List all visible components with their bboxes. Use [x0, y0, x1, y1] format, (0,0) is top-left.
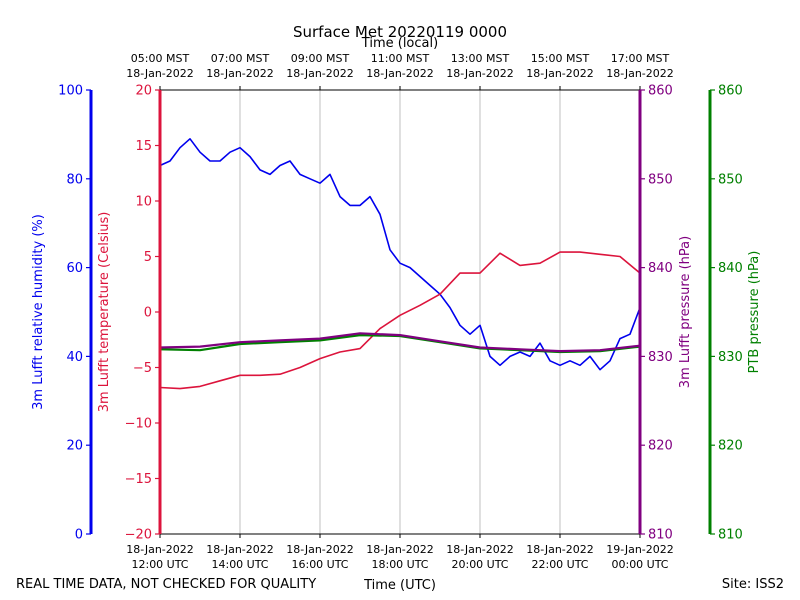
y-tick-label-pres: 810: [648, 528, 673, 543]
y-tick-label-pres: 830: [648, 350, 673, 365]
y-tick-label-pres: 850: [648, 172, 673, 187]
x-axes: 18-Jan-2022 12:00 UTC 18-Jan-2022 14:00 UTC…: [126, 52, 674, 571]
y-tick-label-ptb: 820: [718, 439, 743, 454]
y-tick-label-pres: 860: [648, 84, 673, 99]
y-tick-label-pres: 820: [648, 439, 673, 454]
y-tick-label-ptb: 850: [718, 172, 743, 187]
x-tick-date: 18-Jan-2022: [366, 543, 434, 556]
series-line-rh: [159, 138, 641, 371]
x-tick-time: 14:00 UTC: [211, 558, 268, 571]
top-x-tick-time: 15:00 MST: [531, 52, 590, 65]
grid: [239, 90, 561, 534]
y-tick-label-ptb: 830: [718, 350, 743, 365]
y-tick-label-rh: 0: [75, 528, 83, 543]
y-axis-label-temp: 3m Lufft temperature (Celsius): [97, 212, 112, 413]
top-x-tick-date: 18-Jan-2022: [286, 67, 354, 80]
x-tick-time: 18:00 UTC: [371, 558, 428, 571]
y-tick-label-temp: −15: [125, 472, 152, 487]
y-tick-label-temp: 0: [144, 306, 152, 321]
y-tick-label-ptb: 860: [718, 84, 743, 99]
y-tick-label-temp: 10: [135, 195, 152, 210]
site-label: Site: ISS2: [722, 577, 784, 592]
top-x-tick-date: 18-Jan-2022: [526, 67, 594, 80]
top-x-tick-date: 18-Jan-2022: [206, 67, 274, 80]
y-tick-label-rh: 20: [66, 439, 83, 454]
top-x-tick-time: 07:00 MST: [211, 52, 270, 65]
top-x-tick-time: 17:00 MST: [611, 52, 670, 65]
y-tick-label-rh: 100: [58, 84, 83, 99]
y-tick-label-temp: −10: [125, 417, 152, 432]
x-axis-label: Time (UTC): [363, 578, 436, 593]
x-tick-time: 12:00 UTC: [131, 558, 188, 571]
series-line-temp: [159, 251, 641, 390]
y-tick-label-pres: 840: [648, 261, 673, 276]
top-x-tick-date: 18-Jan-2022: [446, 67, 514, 80]
y-tick-label-rh: 40: [66, 350, 83, 365]
top-x-tick-date: 18-Jan-2022: [366, 67, 434, 80]
y-tick-label-temp: −5: [133, 361, 152, 376]
y-axis-label-ptb: PTB pressure (hPa): [747, 251, 762, 374]
y-axis-label-pres: 3m Lufft pressure (hPa): [678, 236, 693, 388]
x-tick-date: 18-Jan-2022: [526, 543, 594, 556]
series-layer: [159, 138, 641, 390]
y-tick-label-rh: 80: [66, 172, 83, 187]
top-x-tick-date: 18-Jan-2022: [126, 67, 194, 80]
x-tick-time: 22:00 UTC: [531, 558, 588, 571]
y-tick-label-temp: −20: [125, 528, 152, 543]
y-tick-label-temp: 15: [135, 139, 152, 154]
top-axis-label: Time (local): [361, 36, 438, 51]
x-tick-date: 18-Jan-2022: [126, 543, 194, 556]
y-tick-label-rh: 60: [66, 261, 83, 276]
top-x-tick-date: 18-Jan-2022: [606, 67, 674, 80]
chart-title: Surface Met 20220119 0000: [293, 23, 507, 41]
x-tick-date: 18-Jan-2022: [286, 543, 354, 556]
x-tick-date: 18-Jan-2022: [206, 543, 274, 556]
footer-note: REAL TIME DATA, NOT CHECKED FOR QUALITY: [16, 577, 316, 592]
y-tick-label-ptb: 810: [718, 528, 743, 543]
y-tick-label-temp: 5: [144, 250, 152, 265]
x-tick-date: 18-Jan-2022: [446, 543, 514, 556]
y-axis-label-rh: 3m Lufft relative humidity (%): [31, 214, 46, 410]
y-tick-label-temp: 20: [135, 84, 152, 99]
x-tick-date: 19-Jan-2022: [606, 543, 674, 556]
x-tick-time: 20:00 UTC: [451, 558, 508, 571]
top-x-tick-time: 11:00 MST: [371, 52, 430, 65]
x-tick-time: 16:00 UTC: [291, 558, 348, 571]
top-x-tick-time: 05:00 MST: [131, 52, 190, 65]
top-x-tick-time: 09:00 MST: [291, 52, 350, 65]
top-x-tick-time: 13:00 MST: [451, 52, 510, 65]
series-line-pres: [159, 332, 641, 353]
y-tick-label-ptb: 840: [718, 261, 743, 276]
x-tick-time: 00:00 UTC: [611, 558, 668, 571]
